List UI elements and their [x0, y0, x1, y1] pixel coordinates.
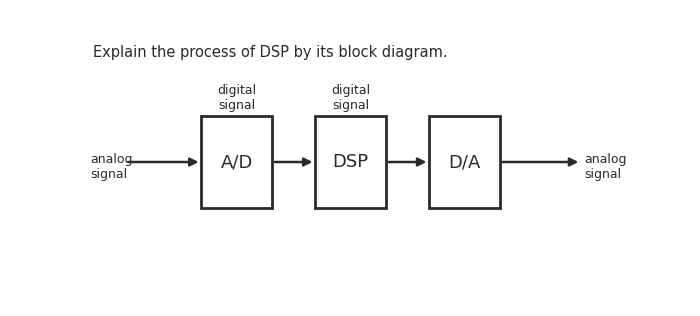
Text: Explain the process of DSP by its block diagram.: Explain the process of DSP by its block …	[93, 45, 447, 60]
Text: analog
signal: analog signal	[584, 153, 626, 181]
Text: A/D: A/D	[220, 153, 253, 171]
Text: analog
signal: analog signal	[90, 153, 133, 181]
Text: digital
signal: digital signal	[331, 84, 370, 112]
Bar	[429, 116, 500, 208]
Bar	[315, 116, 386, 208]
Bar	[202, 116, 272, 208]
Text: DSP: DSP	[332, 153, 369, 171]
Text: D/A: D/A	[449, 153, 481, 171]
Text: digital
signal: digital signal	[217, 84, 256, 112]
